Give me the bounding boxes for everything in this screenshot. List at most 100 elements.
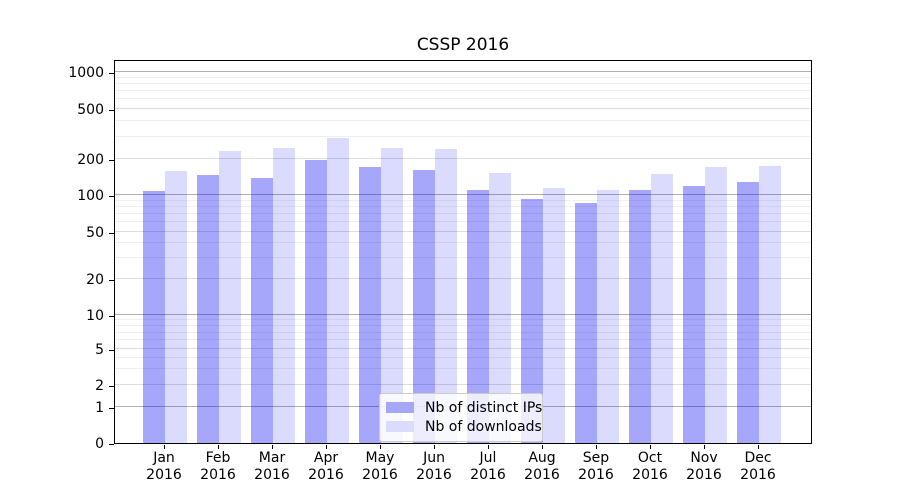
x-tick-month: Oct xyxy=(637,450,663,466)
y-tick-mark xyxy=(109,280,114,281)
bar-distinct-ips xyxy=(251,178,273,443)
y-tick-label: 500 xyxy=(77,102,104,118)
x-tick-label: Jul 2016 xyxy=(453,450,523,484)
y-tick-label: 100 xyxy=(77,188,104,204)
x-tick-year: 2016 xyxy=(416,467,452,483)
x-tick-mark xyxy=(596,445,597,449)
gridline-minor xyxy=(115,221,811,223)
gridline-major xyxy=(115,314,811,315)
x-tick-year: 2016 xyxy=(200,467,236,483)
x-tick-mark xyxy=(326,445,327,449)
bar-downloads xyxy=(435,149,457,443)
x-tick-year: 2016 xyxy=(470,467,506,483)
y-tick-mark xyxy=(109,110,114,111)
bar-distinct-ips xyxy=(737,182,759,443)
legend-label-downloads: Nb of downloads xyxy=(425,418,542,435)
x-tick-mark xyxy=(380,445,381,449)
gridline-minor xyxy=(115,213,811,215)
x-tick-label: Jun 2016 xyxy=(399,450,469,484)
bar-distinct-ips xyxy=(467,190,489,443)
bar-distinct-ips xyxy=(143,191,165,443)
gridline xyxy=(115,108,811,109)
y-tick-mark xyxy=(109,159,114,161)
x-tick-year: 2016 xyxy=(254,467,290,483)
bar-downloads xyxy=(651,174,673,443)
bar-downloads xyxy=(219,151,241,443)
y-tick-label: 50 xyxy=(86,225,104,241)
x-tick-mark xyxy=(164,445,165,449)
y-tick-label: 20 xyxy=(86,272,104,288)
x-tick-month: Jan xyxy=(153,450,175,466)
x-tick-month: Apr xyxy=(313,450,339,466)
bar-distinct-ips xyxy=(521,199,543,443)
gridline-minor xyxy=(115,242,811,244)
y-tick-mark xyxy=(109,233,114,234)
plot-area xyxy=(114,60,812,444)
x-tick-month: Nov xyxy=(690,450,718,466)
x-tick-mark xyxy=(758,445,759,449)
gridline-minor xyxy=(115,331,811,333)
x-tick-label: Aug 2016 xyxy=(507,450,577,484)
y-tick-label: 1 xyxy=(95,400,104,416)
gridline-minor xyxy=(115,339,811,341)
x-tick-label: Jan 2016 xyxy=(129,450,199,484)
x-tick-month: Feb xyxy=(205,450,231,466)
x-tick-year: 2016 xyxy=(578,467,614,483)
y-tick-mark xyxy=(109,386,114,387)
bar-distinct-ips xyxy=(413,170,435,443)
y-tick-label: 1000 xyxy=(68,65,104,81)
legend-item-distinct-ips: Nb of distinct IPs xyxy=(386,398,542,417)
x-tick-month: May xyxy=(365,450,395,466)
legend-label-distinct-ips: Nb of distinct IPs xyxy=(425,399,543,416)
x-tick-label: Mar 2016 xyxy=(237,450,307,484)
gridline-minor xyxy=(115,98,811,100)
y-tick-label: 10 xyxy=(86,308,104,324)
x-tick-year: 2016 xyxy=(308,467,344,483)
gridline-major xyxy=(115,71,811,72)
gridline-minor xyxy=(115,356,811,358)
x-tick-mark xyxy=(650,445,651,449)
gridline-minor xyxy=(115,257,811,259)
y-tick-label: 200 xyxy=(77,151,104,168)
bar-downloads xyxy=(759,166,781,443)
bar-downloads xyxy=(543,188,565,443)
gridline-major xyxy=(115,194,811,195)
y-tick-mark xyxy=(109,73,114,74)
gridline xyxy=(115,157,811,159)
bar-distinct-ips xyxy=(359,167,381,443)
bar-distinct-ips xyxy=(683,186,705,443)
x-tick-label: May 2016 xyxy=(345,450,415,484)
gridline-minor xyxy=(115,76,811,78)
y-tick-label: 2 xyxy=(95,378,104,394)
legend-swatch-downloads-icon xyxy=(386,421,414,432)
bar-distinct-ips xyxy=(197,175,219,443)
bar-distinct-ips xyxy=(305,160,327,443)
gridline-minor xyxy=(115,120,811,122)
x-tick-mark xyxy=(218,445,219,449)
gridline xyxy=(115,278,811,279)
bar-downloads xyxy=(381,148,403,443)
y-tick-mark xyxy=(109,350,114,351)
gridline-minor xyxy=(115,199,811,201)
gridline-minor xyxy=(115,319,811,321)
x-tick-month: Sep xyxy=(582,450,610,466)
x-tick-mark xyxy=(704,445,705,449)
bar-distinct-ips xyxy=(575,203,597,443)
x-tick-label: Nov 2016 xyxy=(669,450,739,484)
gridline-minor xyxy=(115,368,811,370)
x-tick-label: Apr 2016 xyxy=(291,450,361,484)
x-tick-mark xyxy=(542,445,543,449)
y-tick-label: 0 xyxy=(95,436,104,452)
x-tick-year: 2016 xyxy=(686,467,722,483)
y-tick-mark xyxy=(109,408,114,409)
bar-downloads xyxy=(165,171,187,443)
bar-downloads xyxy=(273,148,295,443)
legend: Nb of distinct IPs Nb of downloads xyxy=(379,393,543,442)
x-tick-month: Dec xyxy=(744,450,772,466)
x-tick-year: 2016 xyxy=(362,467,398,483)
x-tick-mark xyxy=(434,445,435,449)
gridline xyxy=(115,231,811,232)
x-tick-month: Jul xyxy=(479,450,497,466)
gridline xyxy=(115,348,811,349)
